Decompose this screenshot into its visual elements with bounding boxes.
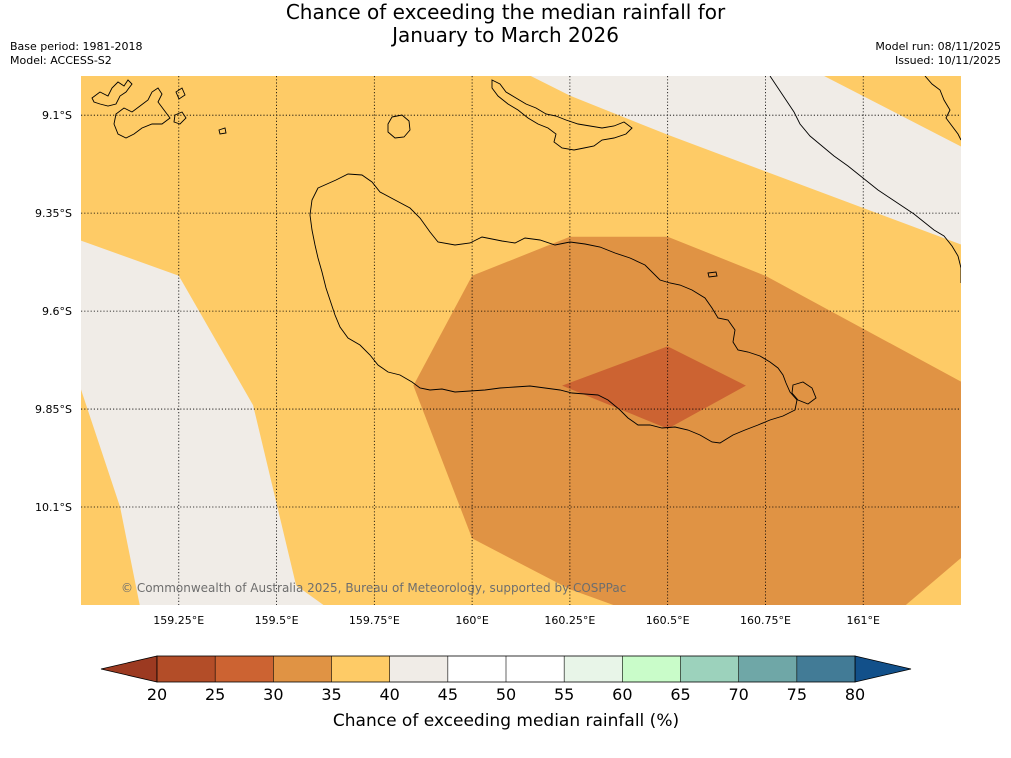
colorbar-bin-60-65 (622, 656, 681, 682)
map-title-line2: January to March 2026 (392, 23, 619, 47)
model-run: Model run: 08/11/2025 (875, 40, 1001, 53)
issued-date: Issued: 10/11/2025 (894, 54, 1001, 67)
marau-islets-coastline (791, 381, 817, 405)
lat-tick-label: 9.6°S (42, 305, 72, 318)
colorbar-bin-30-35 (273, 656, 332, 682)
map-title-line1: Chance of exceeding the median rainfall … (285, 0, 726, 24)
colorbar-tick-label: 50 (496, 685, 516, 704)
colorbar-tick-label: 35 (321, 685, 341, 704)
lon-tick-label: 161°E (846, 614, 879, 627)
lon-tick-label: 159.75°E (349, 614, 400, 627)
model-name: Model: ACCESS-S2 (10, 54, 112, 67)
lon-tick-label: 160.5°E (646, 614, 690, 627)
lat-tick-label: 9.85°S (35, 403, 72, 416)
meta-left: Base period: 1981-2018 Model: ACCESS-S2 (10, 40, 142, 68)
islet-coastline (707, 271, 718, 278)
savo-island-coastline (387, 114, 411, 139)
colorbar-tick-label: 70 (728, 685, 748, 704)
colorbar-bin-20-25 (157, 656, 216, 682)
lon-tick-label: 159.25°E (153, 614, 204, 627)
islet-west-coastline (218, 127, 227, 135)
axis-tick-labels: 159.25°E 159.5°E 159.75°E 160°E 160.25°E 160.… (35, 109, 880, 627)
colorbar-bin-35-40 (331, 656, 390, 682)
map-area: © Commonwealth of Australia 2025, Bureau… (81, 76, 961, 605)
malaita-coastline-north (924, 76, 961, 141)
colorbar-bin-50-55 (506, 656, 565, 682)
meta-right: Model run: 08/11/2025 Issued: 10/11/2025 (875, 40, 1001, 68)
colorbar-bin-40-45 (389, 656, 448, 682)
colorbar-tick-label: 80 (845, 685, 865, 704)
russell-islands-coastline-2 (113, 87, 171, 139)
lon-tick-label: 160.25°E (544, 614, 595, 627)
map-gridlines (81, 76, 961, 605)
russell-islands-coastline-4 (175, 87, 186, 100)
colorbar-tick-label: 30 (263, 685, 283, 704)
colorbar-tick-label: 60 (612, 685, 632, 704)
colorbar-tick-label: 40 (379, 685, 399, 704)
lon-tick-label: 160°E (455, 614, 488, 627)
colorbar: 20 25 30 35 40 45 50 55 60 65 70 75 80 (100, 655, 912, 704)
colorbar-tick-label: 55 (554, 685, 574, 704)
colorbar-bin-25-30 (215, 656, 274, 682)
malaita-coastline (769, 76, 961, 283)
colorbar-bin-70-75 (738, 656, 797, 682)
region-30-35-2 (413, 236, 961, 605)
guadalcanal-coastline (309, 173, 798, 444)
russell-islands-coastline-3 (173, 111, 187, 125)
colorbar-tick-label: 65 (670, 685, 690, 704)
colorbar-tick-label: 45 (438, 685, 458, 704)
region-40-45-1 (81, 240, 324, 605)
region-40-45-0 (530, 76, 961, 245)
colorbar-outline (156, 655, 856, 683)
colorbar-tick-label: 25 (205, 685, 225, 704)
colorbar-bin-55-60 (564, 656, 623, 682)
colorbar-bin-45-50 (447, 656, 506, 682)
colorbar-tick-label: 20 (147, 685, 167, 704)
colorbar-bin-75-80 (796, 656, 855, 682)
coastlines (91, 76, 961, 444)
florida-islands-coastline (491, 79, 633, 151)
lat-tick-label: 9.1°S (42, 109, 72, 122)
colorbar-under-arrow (100, 655, 158, 683)
colorbar-tick-label: 75 (787, 685, 807, 704)
base-period: Base period: 1981-2018 (10, 40, 143, 53)
lat-tick-label: 10.1°S (35, 501, 72, 514)
colorbar-title: Chance of exceeding median rainfall (%) (333, 711, 679, 731)
copyright-notice: © Commonwealth of Australia 2025, Bureau… (121, 581, 626, 595)
region-25-30-3 (562, 346, 746, 429)
russell-islands-coastline (91, 79, 133, 107)
lon-tick-label: 159.5°E (255, 614, 299, 627)
probability-regions (81, 76, 961, 605)
lon-tick-label: 160.75°E (740, 614, 791, 627)
lat-tick-label: 9.35°S (35, 207, 72, 220)
colorbar-over-arrow (854, 655, 912, 683)
colorbar-bin-65-70 (680, 656, 739, 682)
